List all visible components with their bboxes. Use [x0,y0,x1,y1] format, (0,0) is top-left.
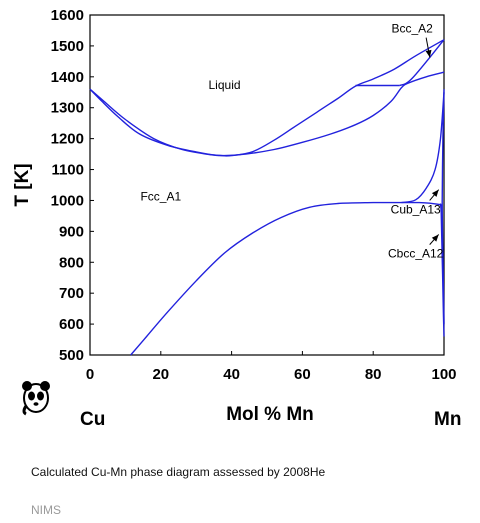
diagram-caption: Calculated Cu-Mn phase diagram assessed … [31,465,326,479]
phase-boundary-line-3 [399,39,445,87]
element-label-cu: Cu [80,409,105,430]
y-tick-label: 1000 [51,192,84,209]
y-tick-label: 1200 [51,131,84,148]
y-tick-label: 800 [59,254,84,271]
phase-boundary-line-4 [130,201,443,356]
x-tick-label: 100 [431,366,456,383]
panda-logo-icon [22,381,50,416]
y-tick-label: 500 [59,347,84,364]
plot-area-frame [89,14,445,356]
y-tick-label: 1300 [51,100,84,117]
phase-diagram-chart: 5006007008009001000110012001300140015001… [12,7,461,430]
phase-boundary-line-0 [89,71,445,157]
annotation-label: Cub_A13 [391,202,441,216]
annotation-label: Cbcc_A12 [388,247,444,261]
y-tick-label: 1600 [51,7,84,24]
y-tick-label: 900 [59,223,84,240]
phase-boundary-line-5 [401,92,445,204]
y-tick-label: 1500 [51,38,84,55]
x-tick-label: 20 [152,366,169,383]
phase-boundary-line-7 [441,89,445,325]
y-tick-label: 1400 [51,69,84,86]
source-label: NIMS [31,503,61,517]
phase-boundary-line-1 [89,39,445,157]
x-tick-label: 80 [365,366,382,383]
annotation-arrow-head [425,49,432,58]
element-label-mn: Mn [434,409,461,430]
y-axis-ticks: 500 600 700 800 900 1000 1100 1200 1300 1400 1500 1… [51,7,94,364]
y-axis-title: T [K] [12,163,33,206]
annotation-arrow-head [431,234,439,242]
annotation-label: Bcc_A2 [391,22,433,36]
phase-boundary-curves [89,39,445,356]
y-tick-label: 600 [59,316,84,333]
x-tick-label: 40 [223,366,240,383]
x-tick-label: 60 [294,366,311,383]
y-tick-label: 1100 [51,162,84,179]
y-tick-label: 700 [59,285,84,302]
x-axis-title: Mol % Mn [226,404,314,425]
x-tick-label: 0 [86,366,94,383]
region-label: Fcc_A1 [140,189,181,203]
annotation-arrow-head [431,189,439,197]
phase-region-labels: Liquid Fcc_A1 [140,78,240,203]
x-axis-ticks: 0 20 40 60 80 100 [86,351,457,383]
region-label: Liquid [209,78,241,92]
phase-annotations: Bcc_A2 Cub_A13 Cbcc_A12 [388,22,444,261]
